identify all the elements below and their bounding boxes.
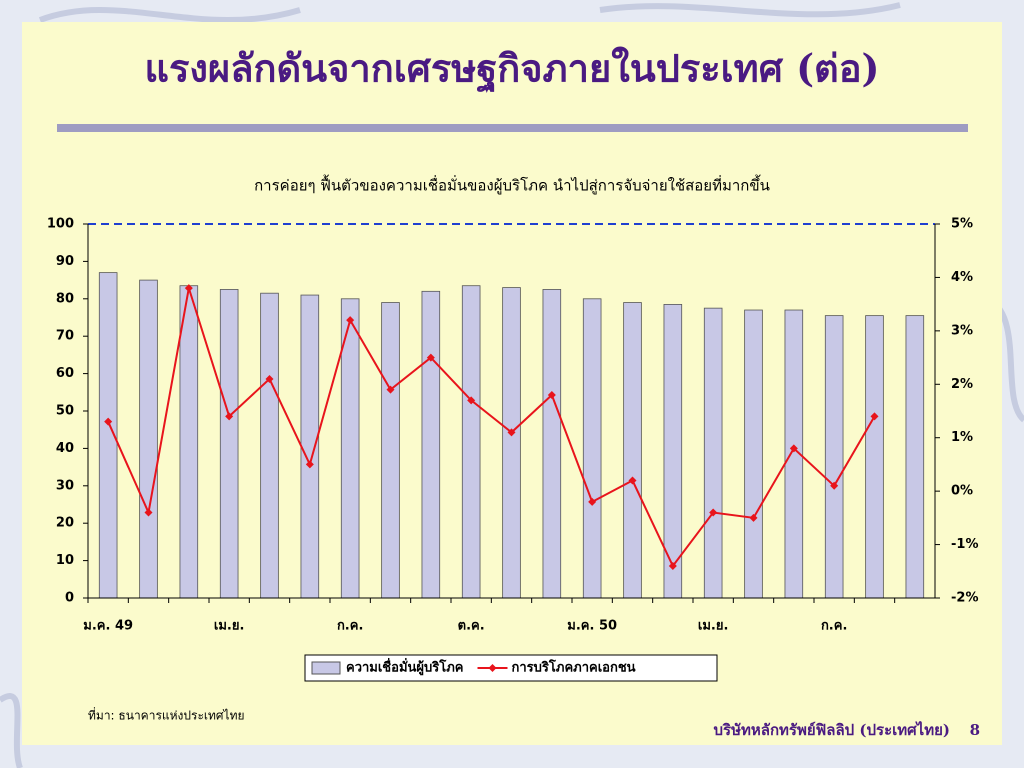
line-marker (225, 412, 234, 421)
bar (219, 289, 239, 599)
x-tick-label: ม.ค. 49 (83, 619, 133, 634)
y-tick-label: 50 (56, 404, 74, 419)
legend-box (304, 654, 718, 682)
line-marker (426, 353, 435, 362)
line-marker (265, 374, 274, 383)
footer: บริษัทหลักทรัพย์ฟิลลิป (ประเทศไทย) (714, 720, 950, 739)
line-marker (144, 508, 153, 517)
y-tick-label: 60 (56, 366, 74, 381)
x-tick-label: เม.ย. (698, 619, 729, 634)
legend-swatch (311, 661, 341, 675)
line-marker (184, 284, 193, 293)
x-tick-label: ม.ค. 50 (567, 619, 617, 634)
bar (824, 315, 844, 599)
line-marker (588, 497, 597, 506)
y2-tick-label: 0% (951, 484, 973, 499)
bar (300, 294, 320, 599)
y2-tick-label: -1% (951, 537, 978, 552)
y2-tick-label: 2% (951, 377, 973, 392)
x-tick-label: ก.ค. (821, 619, 847, 634)
line-marker (870, 412, 879, 421)
line-marker (628, 476, 637, 485)
line-marker (789, 444, 798, 453)
bar (865, 315, 884, 599)
bar (139, 279, 158, 599)
line-marker (104, 417, 113, 426)
y2-tick-label: 5% (951, 217, 973, 232)
line-marker (668, 561, 677, 570)
chart-title: การค่อยๆ ฟื้นตัวของความเชื่อมั่นของผู้บร… (254, 175, 770, 195)
slide-title: แรงผลักดันจากเศรษฐกิจภายในประเทศ (ต่อ) (144, 46, 879, 94)
source: ที่มา: ธนาคารแห่งประเทศไทย (88, 707, 245, 723)
y-tick-label: 100 (47, 217, 74, 232)
line-marker (507, 428, 516, 437)
bar (703, 307, 723, 599)
y2-tick-label: -2% (951, 591, 978, 606)
x-tick-label: ต.ค. (458, 619, 485, 634)
bar (623, 302, 642, 599)
y-tick-label: 30 (56, 478, 74, 493)
line-marker (709, 508, 718, 517)
bar (461, 285, 481, 599)
title-rule (57, 124, 968, 132)
bar (179, 285, 199, 599)
x-tick-label: เม.ย. (214, 619, 245, 634)
y2-tick-label: 1% (951, 430, 973, 445)
bar (905, 315, 925, 599)
line-marker (467, 396, 476, 405)
y-tick-label: 70 (56, 329, 74, 344)
bar (744, 309, 763, 599)
bar (542, 289, 562, 599)
bar (381, 302, 400, 599)
line-marker (346, 316, 355, 325)
y-tick-label: 0 (65, 591, 74, 606)
line-marker (547, 390, 556, 399)
line-marker (386, 385, 395, 394)
y-tick-label: 40 (56, 441, 74, 456)
legend-label: การบริโภคภาคเอกชน (512, 659, 636, 676)
y-tick-label: 10 (56, 553, 74, 568)
y2-tick-label: 4% (951, 270, 973, 285)
legend-marker (488, 664, 497, 672)
y-tick-label: 80 (56, 291, 74, 306)
line (107, 287, 876, 568)
page-number: 8 (970, 721, 980, 739)
y2-tick-label: 3% (951, 323, 973, 338)
bar (421, 290, 441, 599)
y-tick-label: 90 (56, 254, 74, 269)
legend-label: ความเชื่อมั่นผู้บริโภค (346, 658, 464, 676)
bar (260, 292, 279, 599)
line-marker (749, 513, 758, 522)
line-marker (305, 460, 314, 469)
y-tick-label: 20 (56, 516, 74, 531)
bar (582, 298, 602, 599)
line-marker (830, 481, 839, 490)
bar (502, 287, 521, 599)
x-tick-label: ก.ค. (337, 619, 363, 634)
